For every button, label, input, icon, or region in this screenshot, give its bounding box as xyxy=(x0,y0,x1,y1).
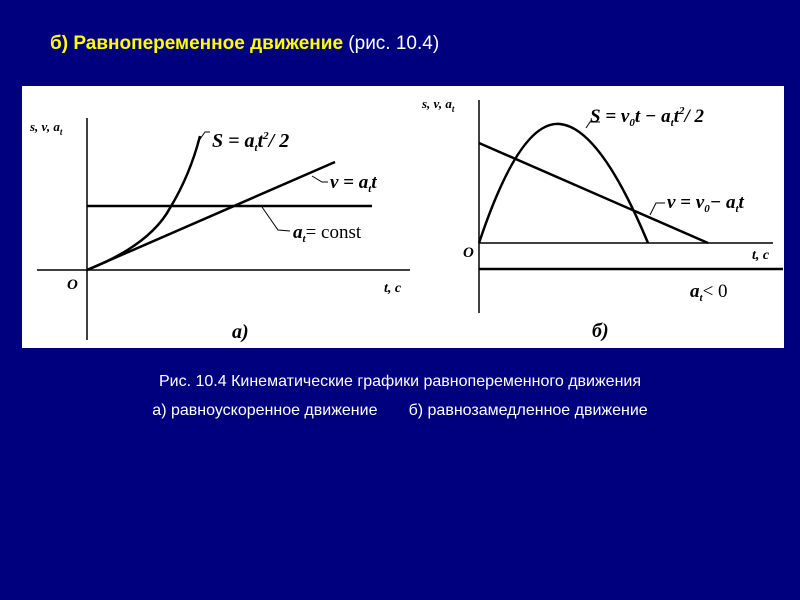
a-s-label: S = att2/ 2 xyxy=(212,130,289,154)
b-x-label: t, c xyxy=(752,248,770,263)
caption-line-1: Рис. 10.4 Кинематические графики равнопе… xyxy=(158,373,642,390)
a-s-leader xyxy=(197,131,210,143)
caption-line-2: а) равноускоренное движение б) равнозаме… xyxy=(152,402,648,419)
a-a-label: at= const xyxy=(293,222,362,245)
b-distance-curve xyxy=(477,122,650,244)
panel-b-labels: s, v, at S = v0t − att2/ 2 v = v0− att a… xyxy=(421,96,770,342)
a-v-label: v = att xyxy=(330,172,377,195)
figure-background xyxy=(22,86,784,348)
title-ref: (рис. 10.4) xyxy=(348,33,440,54)
b-v-leader xyxy=(649,202,665,216)
a-a-leader xyxy=(261,206,291,232)
a-origin-label: O xyxy=(67,277,78,293)
b-panel-label: б) xyxy=(592,320,609,342)
a-v-leader xyxy=(311,175,328,183)
a-y-label: s, v, at xyxy=(29,119,63,137)
a-distance-curve xyxy=(86,135,202,272)
slide-title: б) Равнопеременное движение (рис. 10.4) xyxy=(50,33,439,55)
b-origin-label: O xyxy=(463,245,474,261)
title-highlight: б) Равнопеременное движение xyxy=(50,33,344,54)
panel-a xyxy=(37,118,410,340)
panel-a-labels: s, v, at S = att2/ 2 v = att at= const O… xyxy=(29,119,402,343)
b-v-label: v = v0− att xyxy=(667,192,745,215)
b-s-leader xyxy=(585,121,600,129)
b-y-label: s, v, at xyxy=(421,96,455,114)
b-a-label: at< 0 xyxy=(690,281,728,304)
b-s-label: S = v0t − att2/ 2 xyxy=(590,105,704,129)
panel-b xyxy=(477,100,783,313)
a-panel-label: а) xyxy=(232,321,249,343)
a-x-label: t, c xyxy=(384,281,402,296)
a-velocity-line xyxy=(86,160,336,272)
b-velocity-line xyxy=(478,141,709,245)
